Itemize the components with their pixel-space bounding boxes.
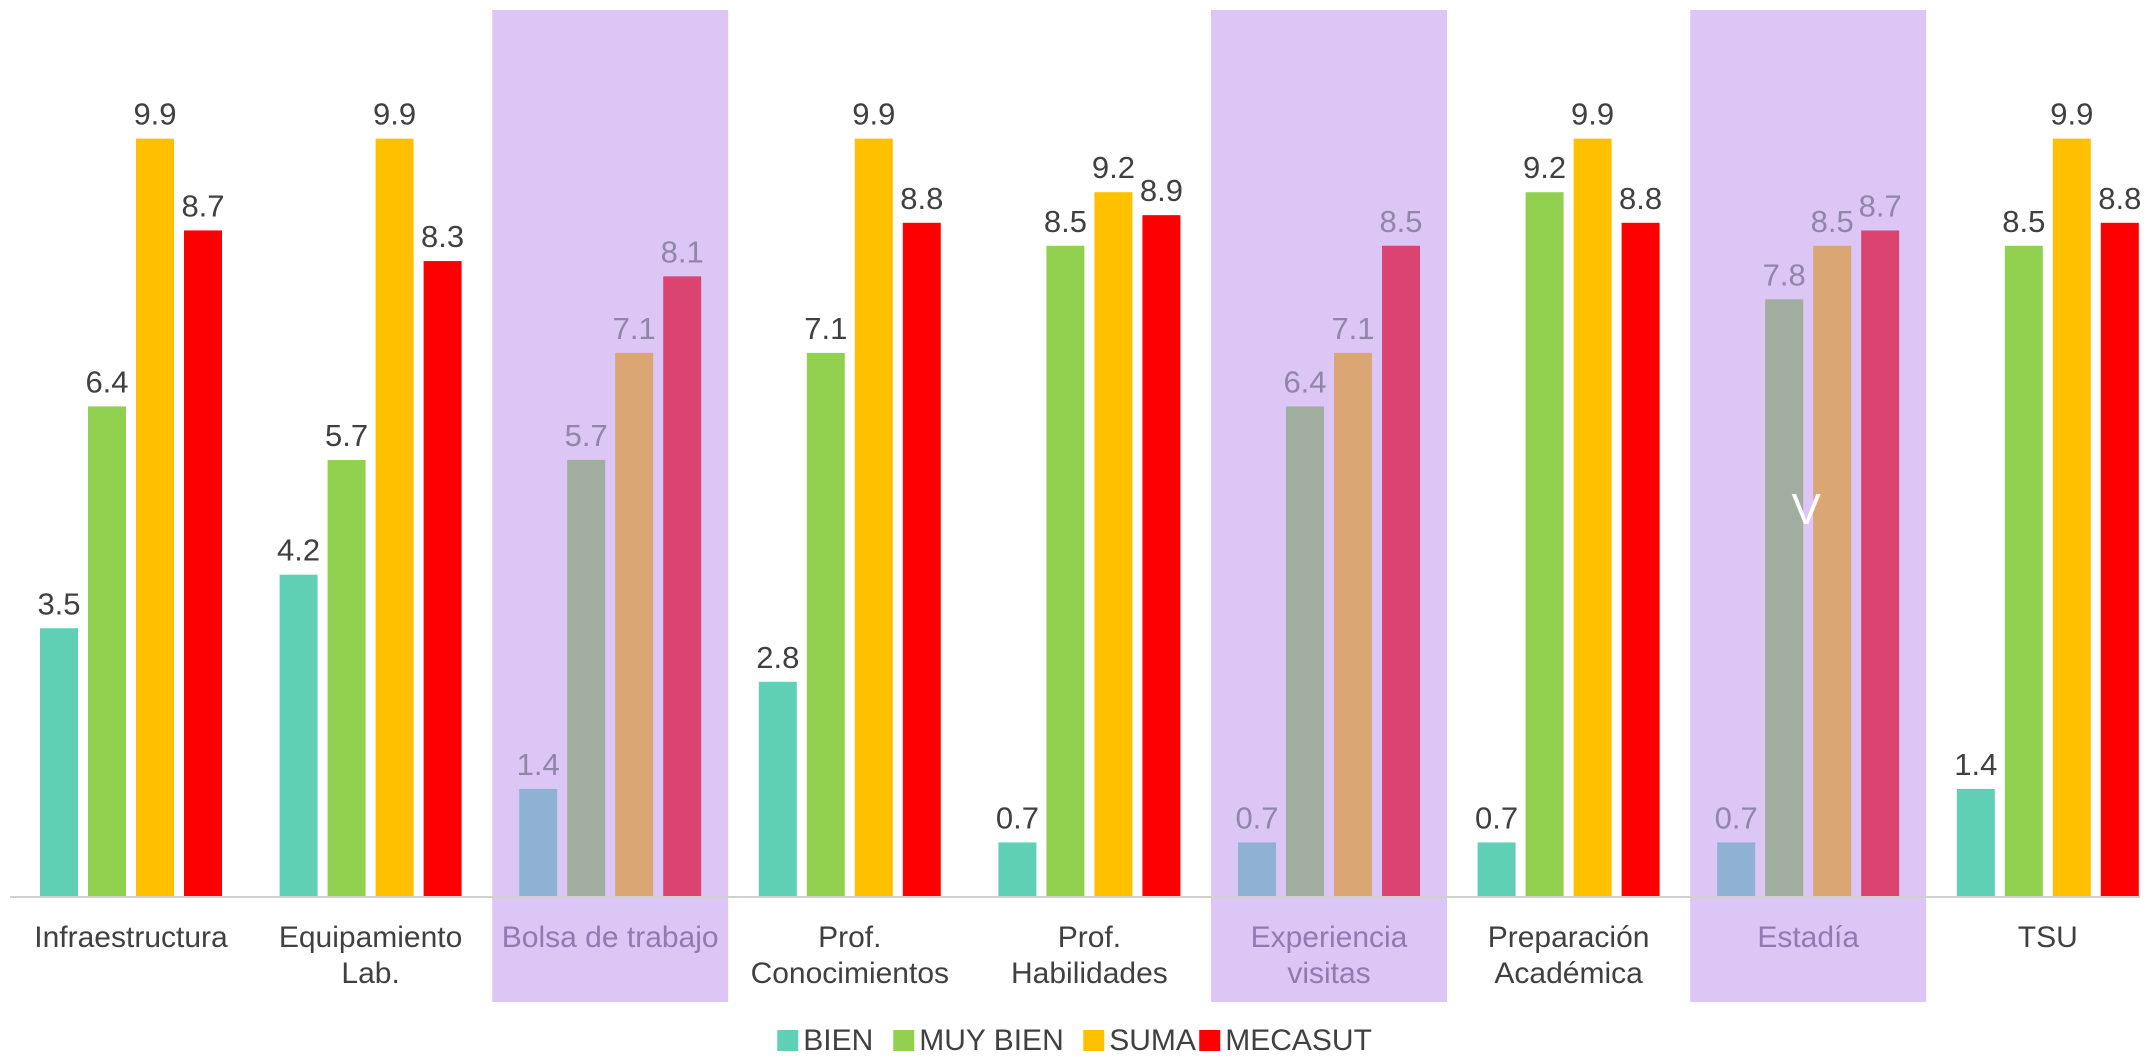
category-label-infraestructura: Infraestructura <box>34 921 228 954</box>
value-label-estadia-mecasut: 8.7 <box>1859 188 1902 223</box>
value-label-estadia-suma: 8.5 <box>1811 204 1854 239</box>
value-label-preparacion-academica-suma: 9.9 <box>1571 97 1614 132</box>
bar-preparacion-academica-mecasut <box>1621 222 1660 897</box>
bar-bolsa-de-trabajo-suma <box>615 352 654 897</box>
value-label-bolsa-de-trabajo-mecasut: 8.1 <box>661 234 704 269</box>
value-label-experiencia-visitas-suma: 7.1 <box>1331 311 1374 346</box>
bar-prof-conocimientos-bien <box>758 681 797 896</box>
bar-prof-conocimientos-muy-bien <box>806 352 845 897</box>
value-label-tsu-mecasut: 8.8 <box>2098 181 2141 216</box>
value-label-tsu-muy-bien: 8.5 <box>2002 204 2045 239</box>
value-label-infraestructura-muy-bien: 6.4 <box>85 364 128 399</box>
value-label-estadia-bien: 0.7 <box>1715 800 1758 835</box>
bar-bolsa-de-trabajo-bien <box>519 788 558 896</box>
bar-prof-conocimientos-suma <box>854 138 893 896</box>
value-label-tsu-suma: 9.9 <box>2050 97 2093 132</box>
value-label-prof-habilidades-suma: 9.2 <box>1092 150 1135 185</box>
value-label-equipamiento-lab-bien: 4.2 <box>277 533 320 568</box>
value-label-equipamiento-lab-mecasut: 8.3 <box>421 219 464 254</box>
bar-experiencia-visitas-bien <box>1238 842 1276 896</box>
bar-tsu-bien <box>1956 788 1995 896</box>
legend-label-muy-bien: MUY BIEN <box>919 1024 1063 1057</box>
bar-tsu-muy-bien <box>2004 245 2043 896</box>
value-label-prof-habilidades-bien: 0.7 <box>996 800 1039 835</box>
value-label-estadia-muy-bien: 7.8 <box>1763 257 1806 292</box>
category-label-tsu: TSU <box>2018 921 2078 954</box>
bar-tsu-suma <box>2052 138 2091 896</box>
value-label-bolsa-de-trabajo-bien: 1.4 <box>517 747 560 782</box>
value-label-experiencia-visitas-mecasut: 8.5 <box>1379 204 1422 239</box>
value-label-tsu-bien: 1.4 <box>1954 747 1997 782</box>
bar-estadia-suma <box>1813 245 1852 896</box>
bar-bolsa-de-trabajo-mecasut <box>663 276 702 897</box>
category-labels: Infraestructura Equipamiento Lab. Bolsa de … <box>34 921 2078 990</box>
legend-label-mecasut: MECASUT <box>1225 1024 1372 1057</box>
bar-estadia-bien <box>1717 842 1756 896</box>
highlight-bands <box>492 10 1927 1002</box>
annotations: V <box>1792 485 1822 534</box>
value-label-bolsa-de-trabajo-muy-bien: 5.7 <box>565 418 608 453</box>
legend-label-bien: BIEN <box>803 1024 873 1057</box>
legend-label-suma: SUMA <box>1109 1024 1196 1057</box>
bar-tsu-mecasut <box>2100 222 2139 897</box>
bar-infraestructura-bien <box>40 628 78 896</box>
value-label-prof-habilidades-mecasut: 8.9 <box>1140 173 1183 208</box>
bar-infraestructura-suma <box>136 138 174 896</box>
legend-swatch-muy-bien <box>893 1030 915 1051</box>
bar-equipamiento-lab-bien <box>279 574 318 896</box>
bar-infraestructura-muy-bien <box>88 406 126 896</box>
category-label-bolsa-de-trabajo: Bolsa de trabajo <box>502 921 719 954</box>
legend-swatch-suma <box>1083 1030 1105 1051</box>
bar-infraestructura-mecasut <box>184 230 222 896</box>
value-label-infraestructura-mecasut: 8.7 <box>181 188 224 223</box>
value-label-preparacion-academica-bien: 0.7 <box>1475 800 1518 835</box>
value-label-infraestructura-bien: 3.5 <box>37 586 80 621</box>
legend: BIEN MUY BIEN SUMA MECASUT <box>777 1024 1372 1057</box>
value-label-experiencia-visitas-bien: 0.7 <box>1235 800 1278 835</box>
bar-bolsa-de-trabajo-muy-bien <box>567 459 606 896</box>
bar-prof-habilidades-bien <box>998 842 1037 896</box>
bar-preparacion-academica-bien <box>1477 842 1516 896</box>
bar-estadia-mecasut <box>1861 230 1900 896</box>
bar-preparacion-academica-suma <box>1573 138 1612 896</box>
bar-prof-habilidades-mecasut <box>1142 215 1181 896</box>
category-label-estadia: Estadía <box>1757 921 1859 954</box>
category-label-preparacion-academica: Preparación Académica <box>1488 921 1650 990</box>
bar-prof-conocimientos-mecasut <box>902 222 941 897</box>
bar-estadia-muy-bien <box>1765 299 1804 896</box>
bar-equipamiento-lab-mecasut <box>423 261 462 896</box>
value-label-equipamiento-lab-muy-bien: 5.7 <box>325 418 368 453</box>
legend-swatch-mecasut <box>1199 1030 1221 1051</box>
value-label-prof-habilidades-muy-bien: 8.5 <box>1044 204 1087 239</box>
value-label-preparacion-academica-muy-bien: 9.2 <box>1523 150 1566 185</box>
value-label-prof-conocimientos-mecasut: 8.8 <box>900 181 943 216</box>
bar-equipamiento-lab-suma <box>375 138 414 896</box>
bar-equipamiento-lab-muy-bien <box>327 459 366 896</box>
value-label-prof-conocimientos-bien: 2.8 <box>756 640 799 675</box>
category-label-experiencia-visitas: Experiencia visitas <box>1251 921 1408 990</box>
value-label-prof-conocimientos-suma: 9.9 <box>852 97 895 132</box>
category-label-prof-habilidades: Prof. Habilidades <box>1011 921 1168 990</box>
bar-experiencia-visitas-mecasut <box>1382 245 1420 896</box>
value-labels: 3.5 6.4 9.9 8.7 4.2 5.7 9.9 8.3 1.4 5.7 7.1 8.1 2.8 7… <box>37 97 2141 836</box>
bars <box>40 138 2139 897</box>
category-label-prof-conocimientos: Prof. Conocimientos <box>751 921 949 990</box>
bar-preparacion-academica-muy-bien <box>1525 192 1564 896</box>
value-label-equipamiento-lab-suma: 9.9 <box>373 97 416 132</box>
value-label-preparacion-academica-mecasut: 8.8 <box>1619 181 1662 216</box>
value-label-infraestructura-suma: 9.9 <box>133 97 176 132</box>
bar-experiencia-visitas-muy-bien <box>1286 406 1324 896</box>
value-label-prof-conocimientos-muy-bien: 7.1 <box>804 311 847 346</box>
value-label-bolsa-de-trabajo-suma: 7.1 <box>613 311 656 346</box>
annotation-v: V <box>1792 485 1822 534</box>
bar-prof-habilidades-suma <box>1094 192 1133 896</box>
legend-swatch-bien <box>777 1030 799 1051</box>
category-label-equipamiento-lab: Equipamiento Lab. <box>279 921 462 990</box>
value-label-experiencia-visitas-muy-bien: 6.4 <box>1283 364 1326 399</box>
bar-prof-habilidades-muy-bien <box>1046 245 1085 896</box>
bar-experiencia-visitas-suma <box>1334 352 1372 897</box>
